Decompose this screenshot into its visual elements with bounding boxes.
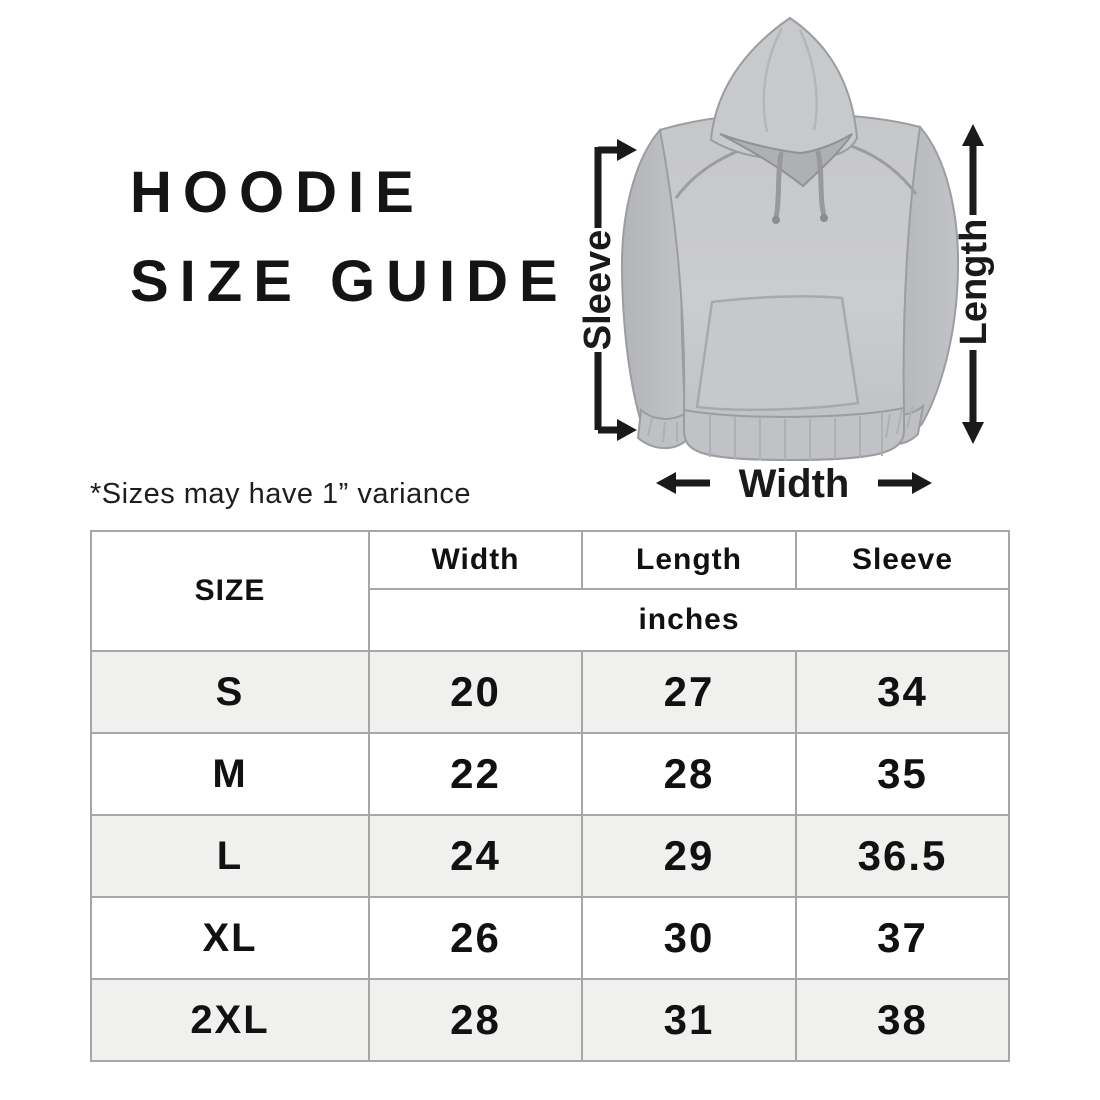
page-title: HOODIE SIZE GUIDE (130, 148, 569, 326)
hoodie-drawstring-tip-right (820, 214, 828, 222)
sleeve-cell: 36.5 (795, 814, 1010, 898)
table-row: L 24 29 36.5 (90, 814, 1010, 898)
length-cell: 27 (581, 650, 797, 734)
sleeve-column-header: Sleeve (795, 530, 1010, 590)
size-column-header: SIZE (90, 530, 370, 652)
table-row: 2XL 28 31 38 (90, 978, 1010, 1062)
table-header-row: SIZE Width Length Sleeve (90, 530, 1010, 652)
width-arrow-icon (656, 472, 932, 494)
variance-note: *Sizes may have 1” variance (90, 478, 471, 510)
length-arrow-icon (962, 124, 984, 444)
size-cell: XL (90, 896, 370, 980)
sleeve-measure-label: Sleeve (577, 230, 619, 350)
sleeve-cell: 37 (795, 896, 1010, 980)
hoodie-hem-band (683, 406, 905, 462)
size-cell: 2XL (90, 978, 370, 1062)
hoodie-size-diagram: Sleeve Length Width (577, 16, 995, 506)
width-cell: 26 (368, 896, 583, 980)
size-table: SIZE Width Length Sleeve inches S 20 27 … (90, 530, 1010, 1062)
hoodie-pocket (695, 295, 860, 412)
table-row: XL 26 30 37 (90, 896, 1010, 980)
width-measure-label: Width (739, 462, 850, 506)
hoodie-hood-opening (719, 133, 853, 188)
hoodie-hood-fold-right (798, 29, 818, 131)
length-cell: 29 (581, 814, 797, 898)
table-row: S 20 27 34 (90, 650, 1010, 734)
page-title-line2: SIZE GUIDE (130, 249, 569, 314)
sleeve-cell: 35 (795, 732, 1010, 816)
size-cell: L (90, 814, 370, 898)
width-cell: 28 (368, 978, 583, 1062)
sleeve-cell: 38 (795, 978, 1010, 1062)
hoodie-hood (709, 16, 859, 160)
width-cell: 24 (368, 814, 583, 898)
unit-row: inches (91, 588, 1010, 652)
hoodie-drawstring-right (815, 149, 827, 219)
length-column-header: Length (581, 530, 797, 590)
hoodie-drawstring-left (773, 151, 784, 221)
page-title-line1: HOODIE (130, 160, 425, 225)
length-cell: 28 (581, 732, 797, 816)
width-column-header: Width (368, 530, 583, 590)
sleeve-arrow-icon (594, 139, 637, 441)
unit-label: inches (368, 588, 1010, 652)
length-cell: 31 (581, 978, 797, 1062)
width-cell: 20 (368, 650, 583, 734)
length-cell: 30 (581, 896, 797, 980)
hoodie-image (620, 16, 960, 462)
width-cell: 22 (368, 732, 583, 816)
size-cell: S (90, 650, 370, 734)
table-row: M 22 28 35 (90, 732, 1010, 816)
sleeve-cell: 34 (795, 650, 1010, 734)
hoodie-hood-fold-left (762, 27, 784, 133)
length-measure-label: Length (953, 219, 995, 346)
size-cell: M (90, 732, 370, 816)
hoodie-rib-lines (647, 405, 914, 460)
hoodie-drawstring-tip-left (772, 216, 780, 224)
